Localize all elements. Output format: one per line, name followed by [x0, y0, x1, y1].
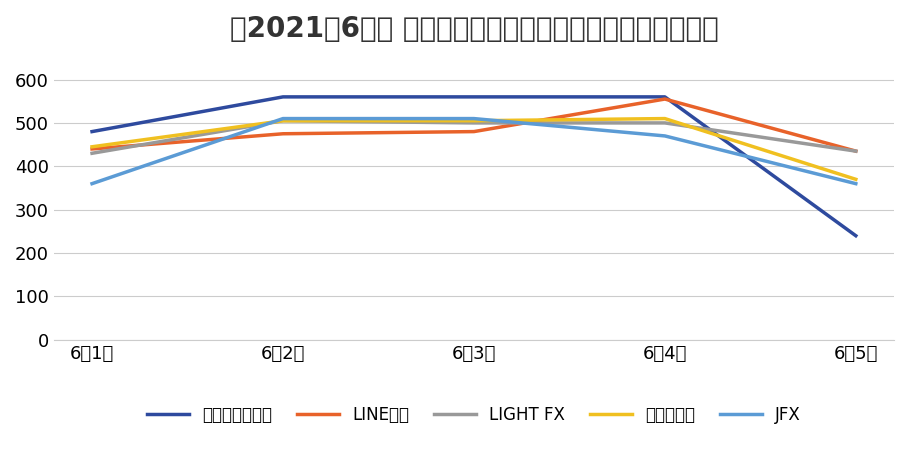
LINE証券	[277, 131, 288, 136]
Line: ヒロセ通商: ヒロセ通商	[92, 119, 855, 180]
Line: アイネット証券: アイネット証券	[92, 97, 855, 236]
JFX	[659, 133, 670, 139]
LIGHT FX	[850, 148, 861, 154]
ヒロセ通商	[86, 144, 97, 149]
ヒロセ通商	[468, 118, 479, 124]
JFX	[277, 116, 288, 121]
ヒロセ通商	[659, 116, 670, 121]
LIGHT FX	[86, 151, 97, 156]
ヒロセ通商	[277, 118, 288, 124]
アイネット証券	[277, 94, 288, 100]
JFX	[850, 181, 861, 186]
LINE証券	[659, 96, 670, 102]
アイネット証券	[86, 129, 97, 134]
JFX	[468, 116, 479, 121]
LIGHT FX	[468, 120, 479, 125]
LINE証券	[468, 129, 479, 134]
LINE証券	[850, 148, 861, 154]
LINE証券	[86, 146, 97, 152]
LIGHT FX	[277, 118, 288, 124]
ヒロセ通商	[850, 177, 861, 182]
アイネット証券	[850, 233, 861, 239]
Title: 【2021年6月】 メキシコペソ円受取スワップポイント推移: 【2021年6月】 メキシコペソ円受取スワップポイント推移	[230, 15, 718, 43]
アイネット証券	[468, 94, 479, 100]
Line: LIGHT FX: LIGHT FX	[92, 121, 855, 153]
Line: LINE証券: LINE証券	[92, 99, 855, 151]
JFX	[86, 181, 97, 186]
アイネット証券	[659, 94, 670, 100]
Line: JFX: JFX	[92, 119, 855, 184]
Legend: アイネット証券, LINE証券, LIGHT FX, ヒロセ通商, JFX: アイネット証券, LINE証券, LIGHT FX, ヒロセ通商, JFX	[141, 399, 807, 430]
LIGHT FX	[659, 120, 670, 125]
